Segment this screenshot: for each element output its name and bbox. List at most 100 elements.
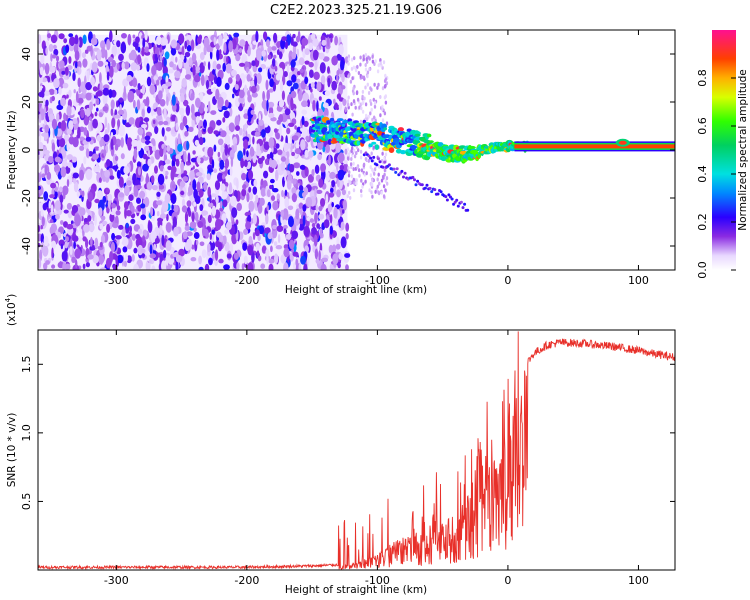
noise-cell: [370, 182, 374, 187]
noise-cell: [135, 43, 139, 51]
noise-cell: [383, 79, 387, 83]
noise-cell: [244, 159, 248, 168]
noise-cell: [198, 255, 203, 265]
noise-cell: [233, 252, 239, 260]
noise-cell: [72, 118, 78, 125]
noise-cell: [99, 72, 102, 84]
noise-cell: [63, 112, 67, 122]
noise-cell: [298, 185, 304, 192]
figure-title: C2E2.2023.325.21.19.G06: [270, 3, 442, 18]
noise-cell: [234, 115, 240, 128]
noise-cell: [322, 56, 330, 62]
signal-cell: [409, 145, 417, 150]
signal-cell: [371, 121, 379, 128]
noise-cell: [199, 62, 205, 74]
noise-cell: [354, 105, 357, 110]
noise-cell: [254, 229, 260, 237]
noise-cell: [86, 45, 93, 52]
noise-cell: [377, 82, 380, 87]
noise-cell: [366, 117, 369, 122]
snr-x-tick-label: 100: [628, 574, 649, 587]
noise-cell: [225, 63, 232, 74]
signal-cell: [376, 157, 380, 161]
noise-cell: [181, 45, 185, 58]
noise-cell: [333, 206, 338, 219]
noise-cell: [94, 214, 97, 226]
noise-cell: [337, 169, 345, 181]
noise-cell: [189, 195, 194, 201]
noise-cell: [161, 260, 167, 270]
noise-cell: [329, 225, 333, 235]
noise-cell: [386, 181, 389, 186]
noise-cell: [241, 188, 247, 197]
noise-cell: [213, 36, 217, 46]
noise-cell: [384, 83, 387, 88]
spectrogram-y-tick-label: -20: [20, 189, 33, 207]
noise-cell: [198, 266, 204, 270]
spectrogram-x-tick-label: 100: [628, 274, 649, 287]
noise-cell: [133, 148, 138, 160]
noise-cell: [265, 213, 269, 225]
noise-cell: [171, 129, 176, 134]
noise-cell: [100, 234, 106, 244]
noise-cell: [252, 136, 255, 145]
noise-cell: [313, 140, 318, 147]
noise-cell: [133, 263, 140, 270]
noise-cell: [273, 54, 277, 59]
noise-cell: [301, 100, 308, 108]
noise-cell: [172, 184, 177, 189]
noise-cell: [140, 214, 147, 221]
noise-cell: [292, 82, 299, 90]
noise-cell: [305, 196, 313, 208]
noise-cell: [361, 184, 364, 189]
noise-cell: [352, 91, 355, 96]
noise-cell: [204, 106, 208, 113]
noise-cell: [165, 240, 172, 252]
noise-cell: [186, 231, 193, 237]
noise-cell: [69, 36, 76, 46]
noise-cell: [177, 133, 181, 146]
noise-cell: [330, 37, 333, 43]
noise-cell: [38, 193, 41, 198]
noise-cell: [156, 200, 163, 206]
noise-cell: [263, 170, 269, 179]
signal-cell: [378, 160, 382, 164]
noise-cell: [371, 194, 374, 199]
noise-cell: [298, 202, 304, 210]
noise-cell: [48, 43, 54, 52]
noise-cell: [139, 151, 142, 159]
noise-cell: [362, 75, 366, 80]
noise-cell: [338, 177, 343, 190]
noise-cell: [180, 190, 185, 196]
signal-cell: [420, 183, 424, 187]
noise-cell: [268, 263, 274, 270]
noise-cell: [119, 97, 124, 103]
noise-cell: [163, 58, 167, 67]
noise-cell: [88, 151, 94, 157]
noise-cell: [79, 169, 84, 181]
noise-cell: [265, 248, 270, 258]
noise-cell: [168, 68, 174, 74]
noise-cell: [131, 254, 135, 262]
noise-cell: [163, 167, 166, 176]
noise-cell: [96, 190, 104, 200]
noise-cell: [315, 204, 318, 212]
noise-cell: [338, 101, 343, 111]
noise-cell: [208, 202, 214, 208]
noise-cell: [103, 149, 107, 157]
signal-cell: [447, 193, 451, 197]
noise-cell: [247, 94, 252, 103]
signal-cell: [456, 204, 460, 208]
noise-cell: [122, 78, 129, 87]
noise-cell: [311, 222, 316, 228]
noise-cell: [54, 89, 58, 95]
noise-cell: [196, 181, 201, 192]
noise-cell: [99, 223, 104, 230]
noise-cell: [68, 33, 74, 38]
noise-cell: [184, 51, 191, 58]
noise-cell: [296, 171, 300, 176]
noise-cell: [248, 200, 255, 212]
noise-cell: [63, 38, 68, 44]
noise-cell: [164, 159, 171, 165]
spectrogram-y-label: Frequency (Hz): [6, 110, 18, 189]
